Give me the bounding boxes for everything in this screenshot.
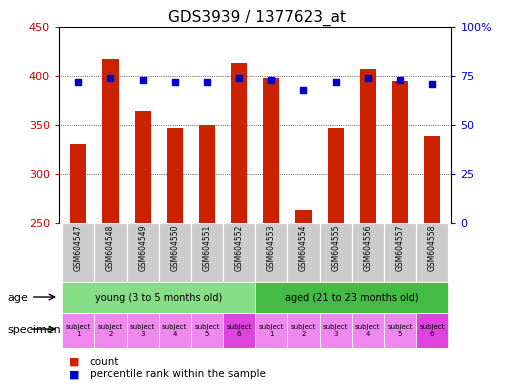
Bar xyxy=(328,128,344,223)
Text: subject
1: subject 1 xyxy=(259,324,284,337)
Text: subject
6: subject 6 xyxy=(420,324,445,337)
Point xyxy=(267,77,275,83)
Point xyxy=(364,75,372,81)
Bar xyxy=(360,69,376,223)
Text: GSM604554: GSM604554 xyxy=(299,225,308,271)
Bar xyxy=(127,223,159,282)
Bar xyxy=(352,313,384,348)
Bar xyxy=(320,223,352,282)
Text: subject
6: subject 6 xyxy=(226,324,252,337)
Bar xyxy=(424,136,440,223)
Text: GSM604556: GSM604556 xyxy=(363,225,372,271)
Point xyxy=(300,86,308,93)
Bar xyxy=(134,111,151,223)
Text: subject
3: subject 3 xyxy=(130,324,155,337)
Bar xyxy=(392,81,408,223)
Text: subject
5: subject 5 xyxy=(194,324,220,337)
Bar xyxy=(94,223,127,282)
Text: GSM604549: GSM604549 xyxy=(138,225,147,271)
Bar xyxy=(191,223,223,282)
Bar xyxy=(199,125,215,223)
Text: age: age xyxy=(8,293,29,303)
Text: GSM604551: GSM604551 xyxy=(203,225,211,271)
Text: GSM604557: GSM604557 xyxy=(396,225,404,271)
Text: GSM604548: GSM604548 xyxy=(106,225,115,271)
Text: subject
5: subject 5 xyxy=(387,324,412,337)
Text: GSM604547: GSM604547 xyxy=(74,225,83,271)
Bar xyxy=(287,223,320,282)
Bar xyxy=(255,313,287,348)
Point xyxy=(235,75,243,81)
Text: GSM604558: GSM604558 xyxy=(428,225,437,271)
Text: aged (21 to 23 months old): aged (21 to 23 months old) xyxy=(285,293,419,303)
Text: GSM604553: GSM604553 xyxy=(267,225,276,271)
Point xyxy=(139,77,147,83)
Bar xyxy=(159,313,191,348)
Bar xyxy=(62,282,255,313)
Bar xyxy=(159,223,191,282)
Bar xyxy=(416,223,448,282)
Bar xyxy=(416,313,448,348)
Bar xyxy=(127,313,159,348)
Bar xyxy=(70,144,86,223)
Text: ■: ■ xyxy=(69,369,80,379)
Point xyxy=(396,77,404,83)
Text: count: count xyxy=(90,357,120,367)
Text: subject
4: subject 4 xyxy=(162,324,187,337)
Text: subject
3: subject 3 xyxy=(323,324,348,337)
Point xyxy=(428,81,436,87)
Point xyxy=(331,79,340,85)
Bar xyxy=(103,59,119,223)
Point xyxy=(74,79,83,85)
Bar xyxy=(94,313,127,348)
Point xyxy=(171,79,179,85)
Text: GSM604555: GSM604555 xyxy=(331,225,340,271)
Text: subject
2: subject 2 xyxy=(98,324,123,337)
Text: ■: ■ xyxy=(69,357,80,367)
Text: GSM604552: GSM604552 xyxy=(234,225,244,271)
Bar xyxy=(255,223,287,282)
Bar xyxy=(167,128,183,223)
Text: subject
4: subject 4 xyxy=(355,324,381,337)
Bar xyxy=(255,282,448,313)
Bar xyxy=(223,223,255,282)
Bar xyxy=(320,313,352,348)
Bar xyxy=(223,313,255,348)
Text: GDS3939 / 1377623_at: GDS3939 / 1377623_at xyxy=(168,10,345,26)
Point xyxy=(203,79,211,85)
Text: subject
2: subject 2 xyxy=(291,324,316,337)
Bar xyxy=(191,313,223,348)
Bar xyxy=(263,78,280,223)
Bar xyxy=(295,210,311,223)
Bar xyxy=(384,313,416,348)
Text: subject
1: subject 1 xyxy=(66,324,91,337)
Text: specimen: specimen xyxy=(8,325,62,335)
Text: young (3 to 5 months old): young (3 to 5 months old) xyxy=(95,293,222,303)
Point xyxy=(106,75,114,81)
Text: percentile rank within the sample: percentile rank within the sample xyxy=(90,369,266,379)
Bar xyxy=(62,223,94,282)
Bar xyxy=(287,313,320,348)
Bar xyxy=(231,63,247,223)
Bar xyxy=(62,313,94,348)
Bar xyxy=(352,223,384,282)
Text: GSM604550: GSM604550 xyxy=(170,225,180,271)
Bar xyxy=(384,223,416,282)
